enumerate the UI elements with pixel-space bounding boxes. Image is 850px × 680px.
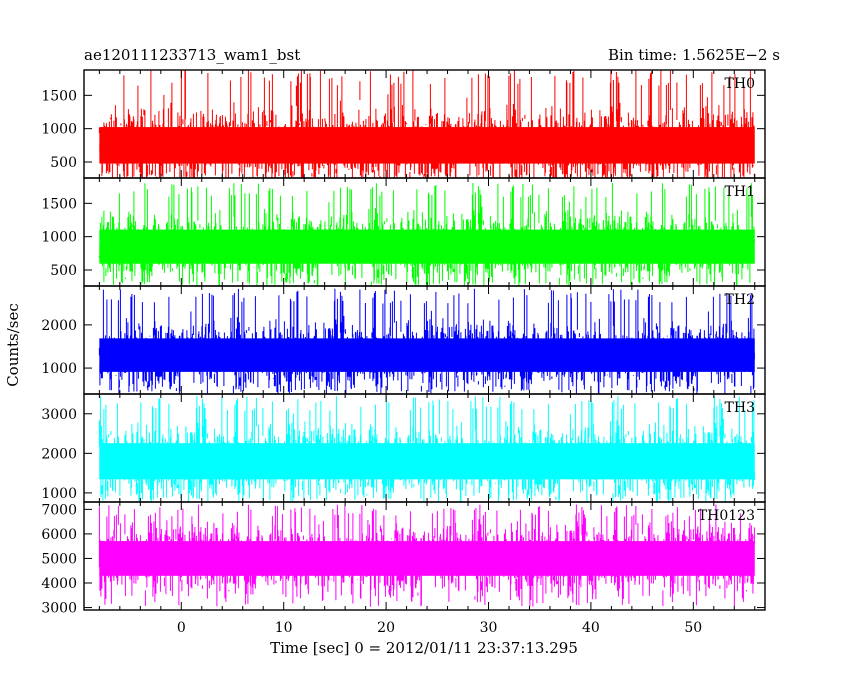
y-tick-label: 5000: [41, 551, 77, 567]
x-tick-label: 50: [684, 620, 702, 636]
panel-label-th0: TH0: [725, 76, 755, 92]
y-tick-label: 1000: [41, 230, 77, 246]
y-axis-label: Counts/sec: [4, 303, 22, 387]
x-tick-label: 20: [377, 620, 395, 636]
series-line-th0: [98, 70, 755, 178]
bin-time-label: Bin time: 1.5625E−2 s: [608, 46, 780, 64]
panel-frame-th0123: [83, 501, 766, 611]
x-tick-label: 30: [480, 620, 498, 636]
chart-title: ae120111233713_wam1_bst: [84, 46, 300, 64]
y-tick-label: 1500: [41, 88, 77, 104]
y-tick-label: 2000: [41, 318, 77, 334]
y-tick-label: 1000: [41, 361, 77, 377]
series-line-th2: [98, 288, 755, 394]
x-axis-label: Time [sec] 0 = 2012/01/11 23:37:13.295: [270, 639, 578, 657]
panels-group: 50010001500TH050010001500TH110002000TH21…: [41, 69, 766, 636]
y-tick-label: 3000: [41, 601, 77, 617]
y-tick-label: 7000: [41, 502, 77, 518]
y-tick-label: 500: [50, 155, 77, 171]
panel-label-th1: TH1: [725, 184, 755, 200]
y-tick-label: 1000: [41, 486, 77, 502]
y-tick-label: 500: [50, 263, 77, 279]
x-tick-label: 40: [582, 620, 600, 636]
y-tick-label: 3000: [41, 407, 77, 423]
panel-label-th2: TH2: [725, 292, 755, 308]
series-line-th3: [98, 396, 755, 502]
y-tick-label: 1500: [41, 196, 77, 212]
series-line-th0123: [98, 504, 755, 607]
x-tick-label: 0: [177, 620, 186, 636]
y-tick-label: 2000: [41, 446, 77, 462]
y-tick-label: 6000: [41, 527, 77, 543]
panel-label-th0123: TH0123: [698, 508, 755, 524]
y-tick-label: 4000: [41, 576, 77, 592]
x-tick-label: 10: [275, 620, 293, 636]
y-tick-label: 1000: [41, 122, 77, 138]
panel-label-th3: TH3: [725, 400, 755, 416]
series-line-th1: [98, 183, 755, 286]
